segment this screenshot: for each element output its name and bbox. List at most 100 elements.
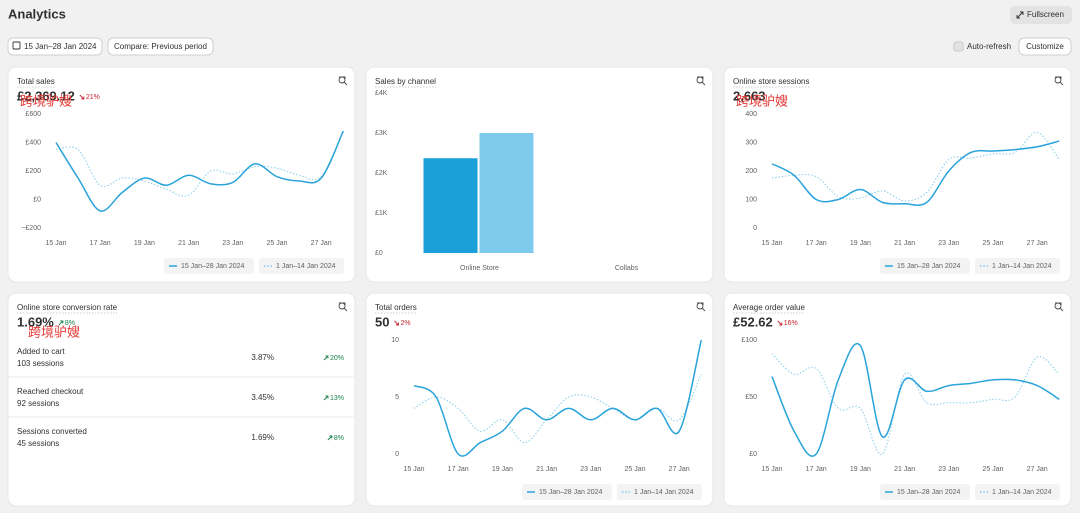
card: Total sales £2,369.12 21% 跨境驴嫂 £600 £400 £200 £…	[7, 66, 356, 283]
x-tick-label: Collabs	[615, 265, 639, 272]
legend-label: 1 Jan–14 Jan 2024	[992, 489, 1052, 496]
x-tick-label: 19 Jan	[492, 466, 513, 473]
x-tick-label: 19 Jan	[850, 466, 871, 473]
x-tick-label: 27 Jan	[311, 240, 332, 247]
y-tick-label: 5	[395, 394, 399, 401]
series-line	[413, 339, 703, 457]
x-tick-label: 27 Jan	[1027, 240, 1048, 247]
x-tick-label: 15 Jan	[45, 240, 66, 247]
legend-item	[259, 258, 344, 274]
y-tick-label: 10	[391, 337, 399, 344]
row-label: Added to cart	[17, 347, 65, 356]
x-tick-label: 25 Jan	[624, 466, 645, 473]
compare-label: Compare: Previous period	[114, 42, 207, 51]
row-rate: 3.45%	[251, 393, 274, 402]
row-change: 8%	[334, 435, 344, 442]
chart-options-icon	[697, 302, 706, 312]
legend-label: 15 Jan–28 Jan 2024	[897, 263, 961, 270]
chart-options-icon	[1055, 302, 1064, 312]
legend-item	[617, 484, 702, 500]
page-title: Analytics	[8, 6, 66, 21]
auto-refresh-checkbox[interactable]	[953, 41, 964, 52]
x-tick-label: 19 Jan	[134, 240, 155, 247]
auto-refresh-label: Auto-refresh	[967, 42, 1011, 51]
x-tick-label: 17 Jan	[806, 240, 827, 247]
card: Average order value £52.62 16% £100 £50 £0 15 …	[723, 292, 1072, 507]
metric-change: 16%	[784, 320, 798, 327]
card-background	[7, 66, 356, 283]
card-background	[723, 66, 1072, 283]
date-button[interactable]	[7, 37, 103, 56]
y-tick-label: £0	[33, 196, 41, 203]
x-tick-label: 23 Jan	[222, 240, 243, 247]
card-title: Total orders	[375, 303, 417, 312]
trend-down-icon	[79, 94, 85, 100]
x-tick-label: 17 Jan	[806, 466, 827, 473]
trend-down-icon	[777, 320, 783, 326]
metric-value: 50	[375, 314, 389, 329]
legend-item	[164, 258, 254, 274]
metric-value: 1.69%	[17, 314, 54, 329]
y-tick-label: £3K	[375, 130, 388, 137]
legend-item	[975, 258, 1060, 274]
calendar-icon	[12, 41, 21, 50]
legend-item	[975, 484, 1060, 500]
metric-value: £52.62	[733, 314, 773, 329]
chart-options-icon	[1055, 76, 1064, 86]
x-tick-label: 27 Jan	[669, 466, 690, 473]
customize-button[interactable]	[1018, 37, 1072, 56]
y-tick-label: −£200	[21, 225, 41, 232]
trend-up-icon	[323, 395, 329, 401]
trend-up-icon	[58, 320, 64, 326]
metric-value: £2,369.12	[17, 88, 75, 103]
metric-change: 8%	[65, 320, 75, 327]
row-change: 20%	[330, 355, 344, 362]
x-tick-label: 27 Jan	[1027, 466, 1048, 473]
series-line	[55, 130, 344, 197]
y-tick-label: £50	[745, 394, 757, 401]
y-tick-label: 100	[745, 196, 757, 203]
series-line	[771, 342, 1060, 457]
fullscreen-icon	[1016, 11, 1024, 19]
y-tick-label: £100	[741, 337, 757, 344]
y-tick-label: 200	[745, 168, 757, 175]
date-range: 15 Jan–28 Jan 2024	[24, 42, 97, 51]
legend-label: 1 Jan–14 Jan 2024	[992, 263, 1052, 270]
x-tick-label: 17 Jan	[90, 240, 111, 247]
card-title: Total sales	[17, 77, 55, 86]
series-line	[771, 353, 1060, 455]
x-tick-label: 21 Jan	[178, 240, 199, 247]
watermark: 跨境驴嫂	[28, 324, 80, 339]
row-label: Reached checkout	[17, 387, 84, 396]
fullscreen-button[interactable]	[1010, 6, 1072, 24]
x-tick-label: 25 Jan	[266, 240, 287, 247]
x-tick-label: 23 Jan	[938, 240, 959, 247]
legend-label: 15 Jan–28 Jan 2024	[181, 263, 245, 270]
metric-change: 21%	[86, 94, 100, 101]
y-tick-label: £200	[25, 168, 41, 175]
bar	[479, 133, 534, 253]
legend-item	[880, 258, 970, 274]
chart-options-icon	[697, 76, 706, 86]
x-tick-label: 15 Jan	[403, 466, 424, 473]
trend-down-icon	[394, 320, 399, 326]
y-tick-label: 0	[753, 225, 757, 232]
row-rate: 1.69%	[251, 433, 274, 442]
card-background	[365, 292, 714, 507]
y-tick-label: 400	[745, 111, 757, 118]
watermark: 跨境驴嫂	[736, 93, 788, 108]
legend-item	[880, 484, 970, 500]
card: Sales by channel £4K £3K £2K £1K £0 Online Sto…	[365, 66, 714, 283]
card-background	[7, 292, 356, 507]
x-tick-label: Online Store	[460, 265, 499, 272]
legend-label: 15 Jan–28 Jan 2024	[539, 489, 603, 496]
card-background	[365, 66, 714, 283]
x-tick-label: 25 Jan	[982, 466, 1003, 473]
legend-label: 1 Jan–14 Jan 2024	[634, 489, 694, 496]
y-tick-label: £600	[25, 111, 41, 118]
row-sessions: 45 sessions	[17, 439, 59, 448]
compare-button[interactable]	[107, 37, 214, 56]
x-tick-label: 21 Jan	[536, 466, 557, 473]
